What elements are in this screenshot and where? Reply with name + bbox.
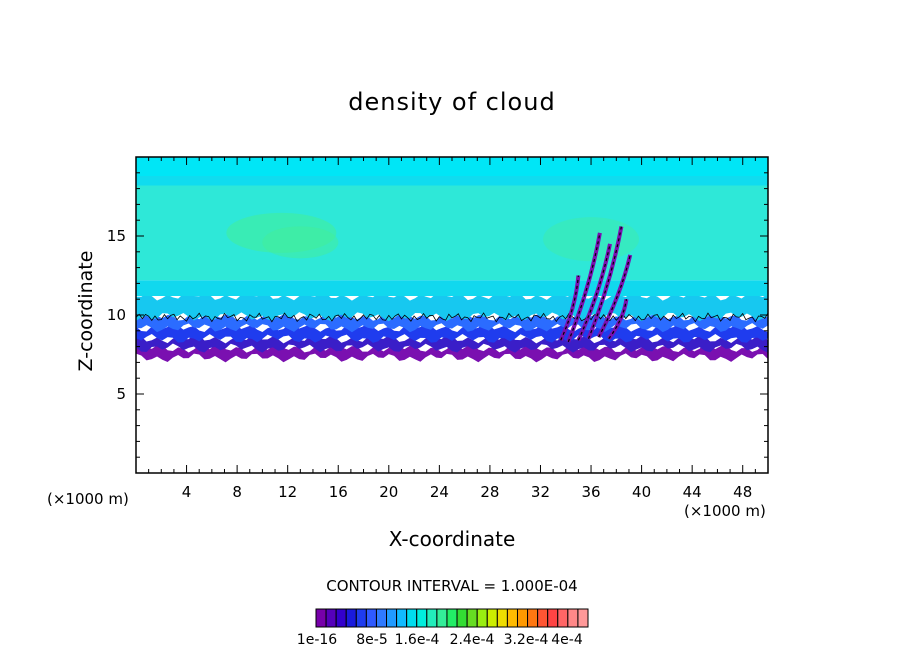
- colorbar-label: 1e-16: [296, 632, 338, 648]
- x-tick-label: 28: [480, 483, 499, 501]
- colorbar-swatch: [386, 608, 398, 628]
- field-band: [136, 175, 768, 186]
- x-tick-label: 36: [581, 483, 600, 501]
- x-tick-label: 8: [232, 483, 242, 501]
- x-tick-label: 4: [182, 483, 192, 501]
- colorbar-swatch: [335, 608, 347, 628]
- field-band: [136, 157, 768, 176]
- colorbar-swatch: [557, 608, 569, 628]
- colorbar-swatch: [527, 608, 539, 628]
- x-tick-label: 44: [683, 483, 702, 501]
- colorbar-swatch: [446, 608, 458, 628]
- colorbar-swatch: [506, 608, 518, 628]
- colorbar-swatch: [315, 608, 327, 628]
- field-band: [136, 280, 768, 297]
- colorbar-swatch: [516, 608, 529, 628]
- x-tick-label: 48: [733, 483, 752, 501]
- plume-contour: [560, 275, 579, 341]
- x-tick-label: 16: [329, 483, 348, 501]
- colorbar-swatch: [496, 608, 508, 628]
- plume-contour: [567, 232, 601, 343]
- y-tick-label: 15: [107, 227, 126, 245]
- colorbar-swatch: [416, 608, 428, 628]
- colorbar-label: 3.2e-4: [503, 632, 549, 648]
- x-axis-label: X-coordinate: [388, 527, 516, 551]
- colorbar-swatch: [547, 608, 559, 628]
- colorbar-swatch: [476, 608, 488, 628]
- colorbar-swatch: [456, 608, 468, 628]
- chart-title: density of cloud: [348, 88, 556, 116]
- x-tick-label: 32: [531, 483, 550, 501]
- colorbar-swatch: [436, 608, 448, 628]
- colorbar-label: 1.6e-4: [394, 632, 440, 648]
- plume-streak: [607, 298, 629, 340]
- colorbar-swatch: [426, 608, 438, 628]
- y-tick-label: 10: [107, 306, 126, 324]
- colorbar-label: 2.4e-4: [449, 632, 495, 648]
- colorbar-swatch: [365, 608, 377, 628]
- colorbar-swatch: [406, 608, 418, 628]
- y-tick-label: 5: [116, 385, 126, 403]
- cloud-density-field: [136, 157, 768, 363]
- colorbar-swatch: [325, 608, 337, 628]
- colorbar-label: 4e-4: [551, 632, 583, 648]
- colorbar-swatch: [345, 608, 357, 628]
- colorbar-swatch: [537, 608, 549, 628]
- x-unit-label-right: (×1000 m): [684, 502, 766, 520]
- contour-line: [135, 312, 769, 323]
- y-axis-label: Z-coordinate: [75, 250, 97, 372]
- upper-cloud-patch: [262, 226, 339, 259]
- contour-interval: CONTOUR INTERVAL = 1.000E-04: [326, 577, 578, 595]
- x-tick-label: 12: [278, 483, 297, 501]
- y-axis-ticks: 5 10 15: [107, 172, 768, 458]
- colorbar-label: 8e-5: [356, 632, 388, 648]
- colorbar-swatch: [567, 608, 579, 628]
- colorbar-swatch: [396, 608, 408, 628]
- cloud-features: [135, 212, 769, 343]
- plume-contour: [587, 226, 622, 339]
- plume-contour: [577, 243, 611, 341]
- colorbar: [315, 608, 589, 628]
- upper-cloud-patch: [543, 217, 640, 262]
- colorbar-swatch: [577, 608, 589, 628]
- colorbar-swatch: [466, 608, 478, 628]
- plume-contour: [598, 254, 631, 338]
- colorbar-swatch: [355, 608, 367, 628]
- x-unit-label-left: (×1000 m): [47, 490, 129, 508]
- x-tick-label: 40: [632, 483, 651, 501]
- field-band: [136, 291, 768, 322]
- colorbar-swatch: [375, 608, 388, 628]
- field-band: [136, 311, 768, 333]
- x-axis-ticks: 4 8 12 16 20 24 28 32 36 40 44 48: [148, 157, 756, 501]
- x-tick-label: 20: [379, 483, 398, 501]
- x-tick-label: 24: [430, 483, 449, 501]
- colorbar-swatch: [486, 608, 498, 628]
